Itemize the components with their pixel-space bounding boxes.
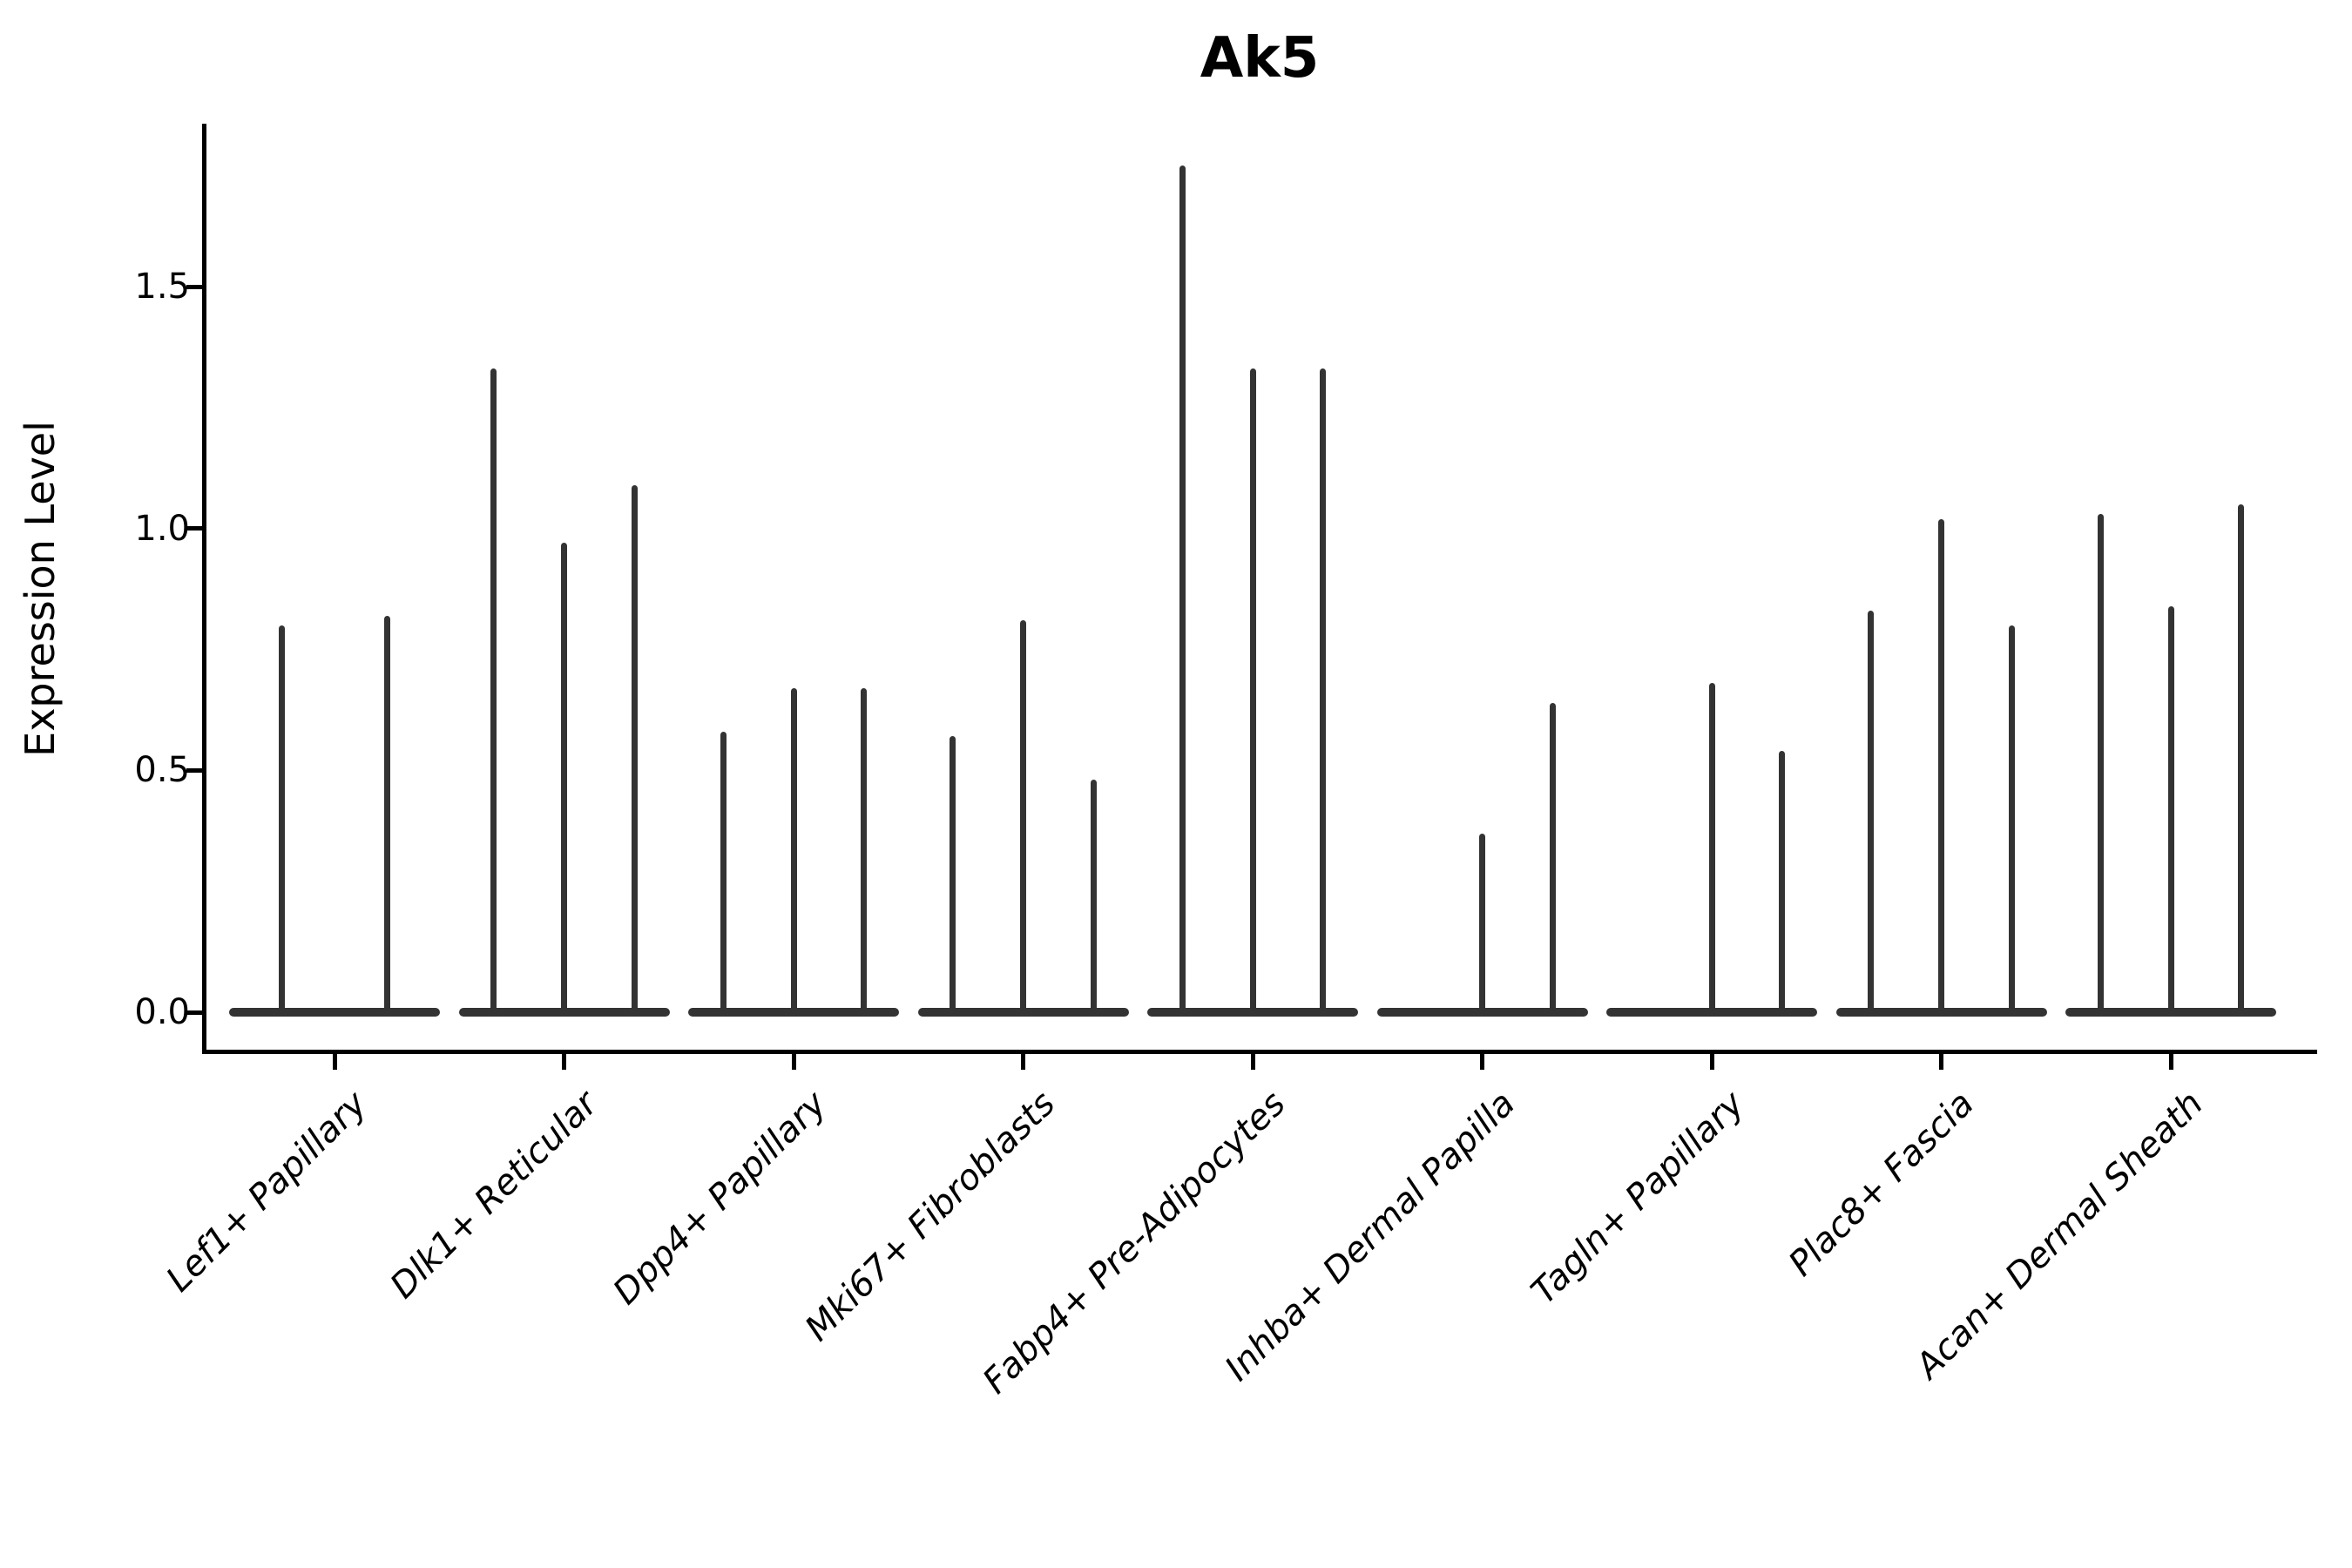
violin-spike	[1479, 833, 1485, 1014]
violin-spike	[279, 625, 285, 1014]
violin-spike	[2238, 504, 2245, 1014]
violin-spike	[2167, 605, 2174, 1014]
violin-spike	[561, 543, 567, 1014]
x-tick-mark	[562, 1054, 566, 1070]
violin-spike	[2097, 514, 2104, 1014]
x-tick-label-tagln-papillary: Tagln+ Papillary	[1524, 1084, 1753, 1313]
y-tick-mark	[186, 767, 202, 773]
violin-spike	[1179, 166, 1186, 1014]
x-tick-mark	[1939, 1054, 1943, 1070]
violin-spike	[1249, 368, 1256, 1014]
x-tick-mark	[1480, 1054, 1484, 1070]
x-tick-mark	[1250, 1054, 1255, 1070]
violin-spike	[1708, 683, 1715, 1014]
x-tick-mark	[332, 1054, 337, 1070]
violin-spike	[490, 368, 497, 1014]
y-tick-mark	[186, 284, 202, 289]
y-tick-mark	[186, 526, 202, 531]
y-tick-label-1.0: 1.0	[134, 509, 190, 549]
violin-spike	[1938, 518, 1944, 1014]
violin-spike	[950, 736, 956, 1014]
violin-spike	[1779, 751, 1786, 1014]
violin-spike	[1090, 780, 1097, 1014]
x-tick-label-mki67-fibroblasts: Mki67+ Fibroblasts	[797, 1084, 1064, 1349]
violin-spike	[720, 731, 727, 1014]
violin-spike	[2008, 625, 2015, 1014]
x-tick-mark	[1709, 1054, 1714, 1070]
violin-baseline	[229, 1008, 440, 1017]
x-tick-label-dpp4-papillary: Dpp4+ Papillary	[605, 1084, 835, 1313]
plot-area	[202, 124, 2317, 1054]
y-axis-label: Expression Level	[17, 421, 64, 757]
violin-spike	[384, 615, 390, 1014]
violin-spike	[1868, 611, 1875, 1014]
violin-spike	[1549, 702, 1556, 1014]
violin-spike	[1320, 368, 1327, 1014]
x-tick-mark	[1021, 1054, 1025, 1070]
violin-spike	[790, 687, 797, 1014]
x-tick-mark	[791, 1054, 796, 1070]
chart-title: Ak5	[1200, 26, 1320, 91]
x-tick-mark	[2168, 1054, 2173, 1070]
violin-spike	[1020, 620, 1026, 1014]
y-tick-label-0: 0.0	[134, 992, 190, 1032]
x-tick-label-lef1-papillary: Lef1+ Papillary	[159, 1084, 375, 1300]
violin-spike	[861, 687, 868, 1014]
y-tick-mark	[186, 1010, 202, 1015]
y-tick-label-0.5: 0.5	[134, 750, 190, 790]
x-tick-label-dlk1-reticular: Dlk1+ Reticular	[382, 1084, 605, 1307]
y-tick-label-1.5: 1.5	[134, 267, 190, 307]
violin-spike	[631, 484, 638, 1014]
x-tick-label-plac8-fascia: Plac8+ Fascia	[1781, 1084, 1982, 1285]
